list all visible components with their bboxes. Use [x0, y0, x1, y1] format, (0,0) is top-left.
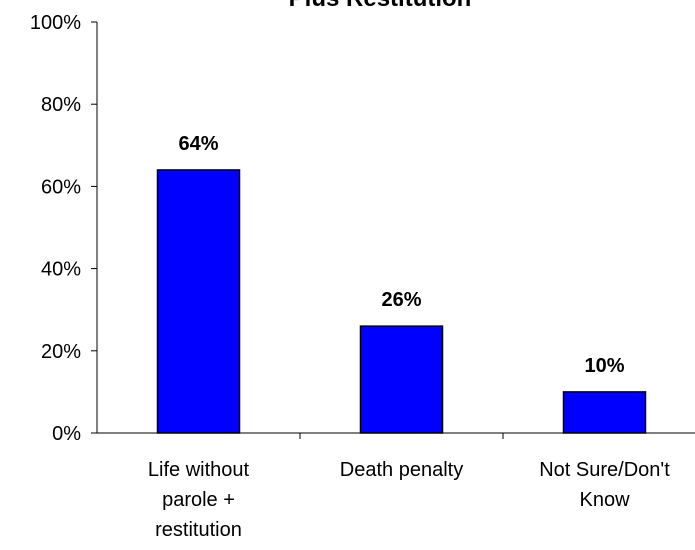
- y-tick-label: 100%: [30, 12, 81, 34]
- y-tick-label: 40%: [41, 259, 81, 281]
- x-tick-label: Not Sure/Don't Know: [539, 459, 670, 511]
- y-tick-label: 20%: [41, 341, 81, 363]
- data-label: 26%: [381, 289, 421, 311]
- bar: [562, 391, 647, 434]
- chart-title: Plus Restitution: [289, 0, 472, 12]
- y-tick-label: 80%: [41, 94, 81, 116]
- x-tick-label: Death penalty: [339, 459, 464, 481]
- bar: [359, 325, 444, 434]
- data-label: 64%: [178, 133, 218, 155]
- y-tick-label: 60%: [41, 176, 81, 198]
- data-label: 10%: [584, 355, 624, 377]
- bar: [156, 169, 241, 434]
- y-tick-label: 0%: [52, 423, 81, 445]
- x-tick-label: Life without parole + restitution: [147, 459, 250, 541]
